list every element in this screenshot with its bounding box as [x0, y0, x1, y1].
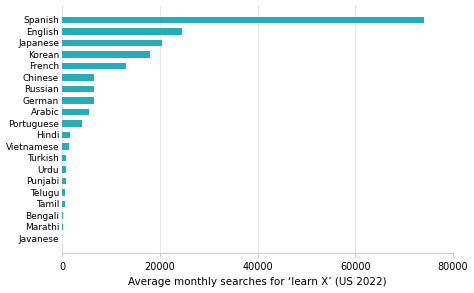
- Bar: [62, 74, 94, 81]
- Bar: [62, 28, 182, 35]
- Bar: [62, 155, 66, 161]
- Bar: [62, 212, 64, 219]
- Bar: [62, 224, 63, 230]
- Bar: [62, 86, 94, 92]
- Bar: [62, 132, 70, 138]
- Bar: [62, 17, 424, 23]
- Bar: [62, 63, 126, 69]
- Bar: [62, 97, 94, 104]
- Bar: [62, 40, 162, 46]
- Bar: [62, 51, 150, 58]
- Bar: [62, 201, 65, 207]
- Bar: [62, 143, 69, 150]
- Bar: [62, 166, 66, 173]
- Bar: [62, 178, 66, 184]
- Bar: [62, 120, 82, 127]
- Bar: [62, 189, 65, 196]
- X-axis label: Average monthly searches for ‘learn X’ (US 2022): Average monthly searches for ‘learn X’ (…: [128, 277, 387, 287]
- Bar: [62, 109, 89, 115]
